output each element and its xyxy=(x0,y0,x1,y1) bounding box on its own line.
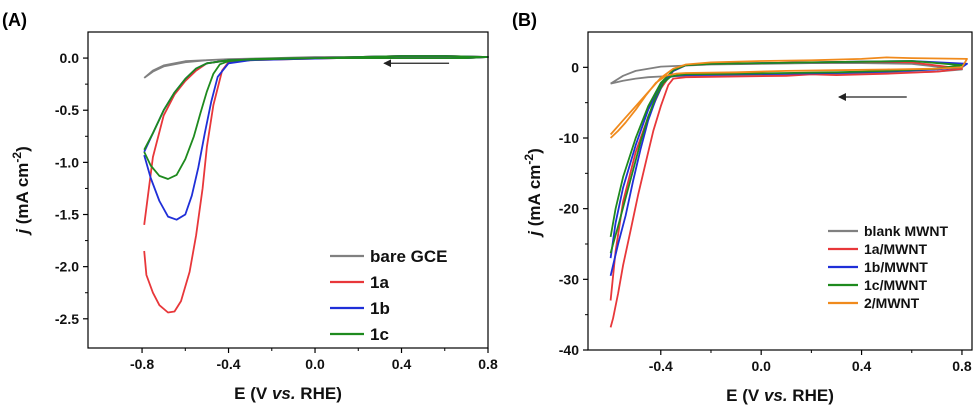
panel-a-x-tick-label: 0.4 xyxy=(392,356,412,372)
panel-b-x-tick-label: 0.8 xyxy=(952,358,972,374)
panel-b-legend-label-2-mwnt: 2/MWNT xyxy=(864,295,920,311)
panel-a-legend-label-bare-gce: bare GCE xyxy=(370,247,447,266)
panel-a: (A) -0.8 -0.4 0.0 0.4 0.8 0.0 -0.5 -1.0 -1.5 -2.0… xyxy=(2,10,498,403)
panel-b-x-tick-label: 0.0 xyxy=(751,358,771,374)
panel-b-x-axis-title: E (V vs. RHE) xyxy=(726,386,834,405)
panel-a-legend-label-1a: 1a xyxy=(370,273,389,292)
panel-a-x-tick-label: 0.8 xyxy=(478,356,498,372)
panel-b-x-tick-label: -0.4 xyxy=(649,358,673,374)
panel-a-x-axis-title: E (V vs. RHE) xyxy=(234,384,342,403)
panel-b-legend-label-blank-mwnt: blank MWNT xyxy=(864,223,948,239)
panel-a-x-tick-label: 0.0 xyxy=(305,356,325,372)
panel-a-y-tick-label: -1.0 xyxy=(55,154,79,170)
panel-b-y-axis-title: j (mA cm-2) xyxy=(522,148,544,238)
panel-b-curves xyxy=(609,56,968,328)
panel-a-ticks: -0.8 -0.4 0.0 0.4 0.8 0.0 -0.5 -1.0 -1.5 -2.0 -2.5 xyxy=(55,50,498,372)
panel-b-y-tick-label: -20 xyxy=(559,201,579,217)
panel-a-series-1a xyxy=(143,55,489,314)
panel-a-y-axis-title: j (mA cm-2) xyxy=(10,146,32,236)
panel-b-plot-frame xyxy=(587,31,973,351)
panel-a-curves xyxy=(143,55,489,314)
panel-a-y-tick-label: 0.0 xyxy=(60,50,80,66)
panel-a-y-tick-label: -1.5 xyxy=(55,207,79,223)
panel-b-legend-label-1b-mwnt: 1b/MWNT xyxy=(864,259,928,275)
panel-a-y-tick-label: -2.5 xyxy=(55,311,79,327)
panel-b-series-2-mwnt xyxy=(609,56,968,139)
panel-b-ticks: -0.4 0.0 0.4 0.8 0 -10 -20 -30 -40 xyxy=(559,59,972,374)
panel-b-legend-label-1a-mwnt: 1a/MWNT xyxy=(864,241,927,257)
panel-a-legend-label-1c: 1c xyxy=(370,325,389,344)
panel-b-y-tick-label: -10 xyxy=(559,130,579,146)
panel-b-x-tick-label: 0.4 xyxy=(852,358,872,374)
panel-b-label: (B) xyxy=(512,10,537,30)
panel-a-series-1b xyxy=(143,55,489,221)
panel-b-y-tick-label: -30 xyxy=(559,271,579,287)
panel-a-legend: bare GCE 1a 1b 1c xyxy=(330,247,447,344)
panel-a-y-tick-label: -2.0 xyxy=(55,259,79,275)
panel-a-label: (A) xyxy=(2,10,27,30)
panel-a-x-tick-label: -0.8 xyxy=(130,356,154,372)
panel-a-series-1c xyxy=(143,55,489,180)
panel-b-legend: blank MWNT 1a/MWNT 1b/MWNT 1c/MWNT 2/MWNT xyxy=(828,223,948,311)
panel-a-x-tick-label: -0.4 xyxy=(216,356,240,372)
panel-b-legend-label-1c-mwnt: 1c/MWNT xyxy=(864,277,927,293)
panel-a-plot-frame xyxy=(87,31,489,349)
panel-b-y-tick-label: 0 xyxy=(571,59,579,75)
panel-b-y-tick-label: -40 xyxy=(559,342,579,358)
panel-b-series-1c-mwnt xyxy=(609,60,963,254)
panel-a-legend-label-1b: 1b xyxy=(370,299,390,318)
panel-a-y-tick-label: -0.5 xyxy=(55,102,79,118)
panel-b: (B) -0.4 0.0 0.4 0.8 0 -10 -20 -30 -40 E (V vs. … xyxy=(512,10,973,405)
